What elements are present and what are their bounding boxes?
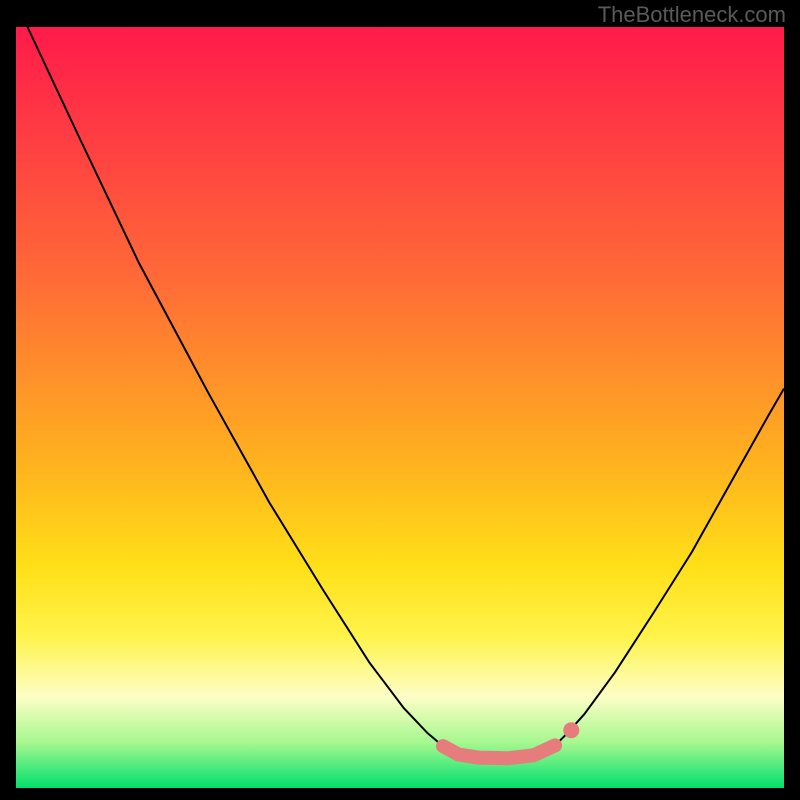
plot-gradient-background	[16, 27, 784, 788]
watermark-text: TheBottleneck.com	[598, 2, 786, 28]
frame-border-right	[784, 0, 800, 800]
chart-frame: TheBottleneck.com	[0, 0, 800, 800]
frame-border-left	[0, 0, 16, 800]
frame-border-bottom	[0, 788, 800, 800]
